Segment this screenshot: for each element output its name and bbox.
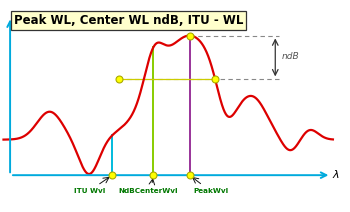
Text: λ: λ — [333, 170, 340, 180]
Text: Peak WL, Center WL ndB, ITU - WL: Peak WL, Center WL ndB, ITU - WL — [14, 14, 243, 27]
Text: NdBCenterWvl: NdBCenterWvl — [119, 188, 178, 194]
Text: ndB: ndB — [281, 52, 299, 61]
Text: PeakWvl: PeakWvl — [194, 188, 229, 194]
Text: ITU Wvl: ITU Wvl — [74, 188, 105, 194]
